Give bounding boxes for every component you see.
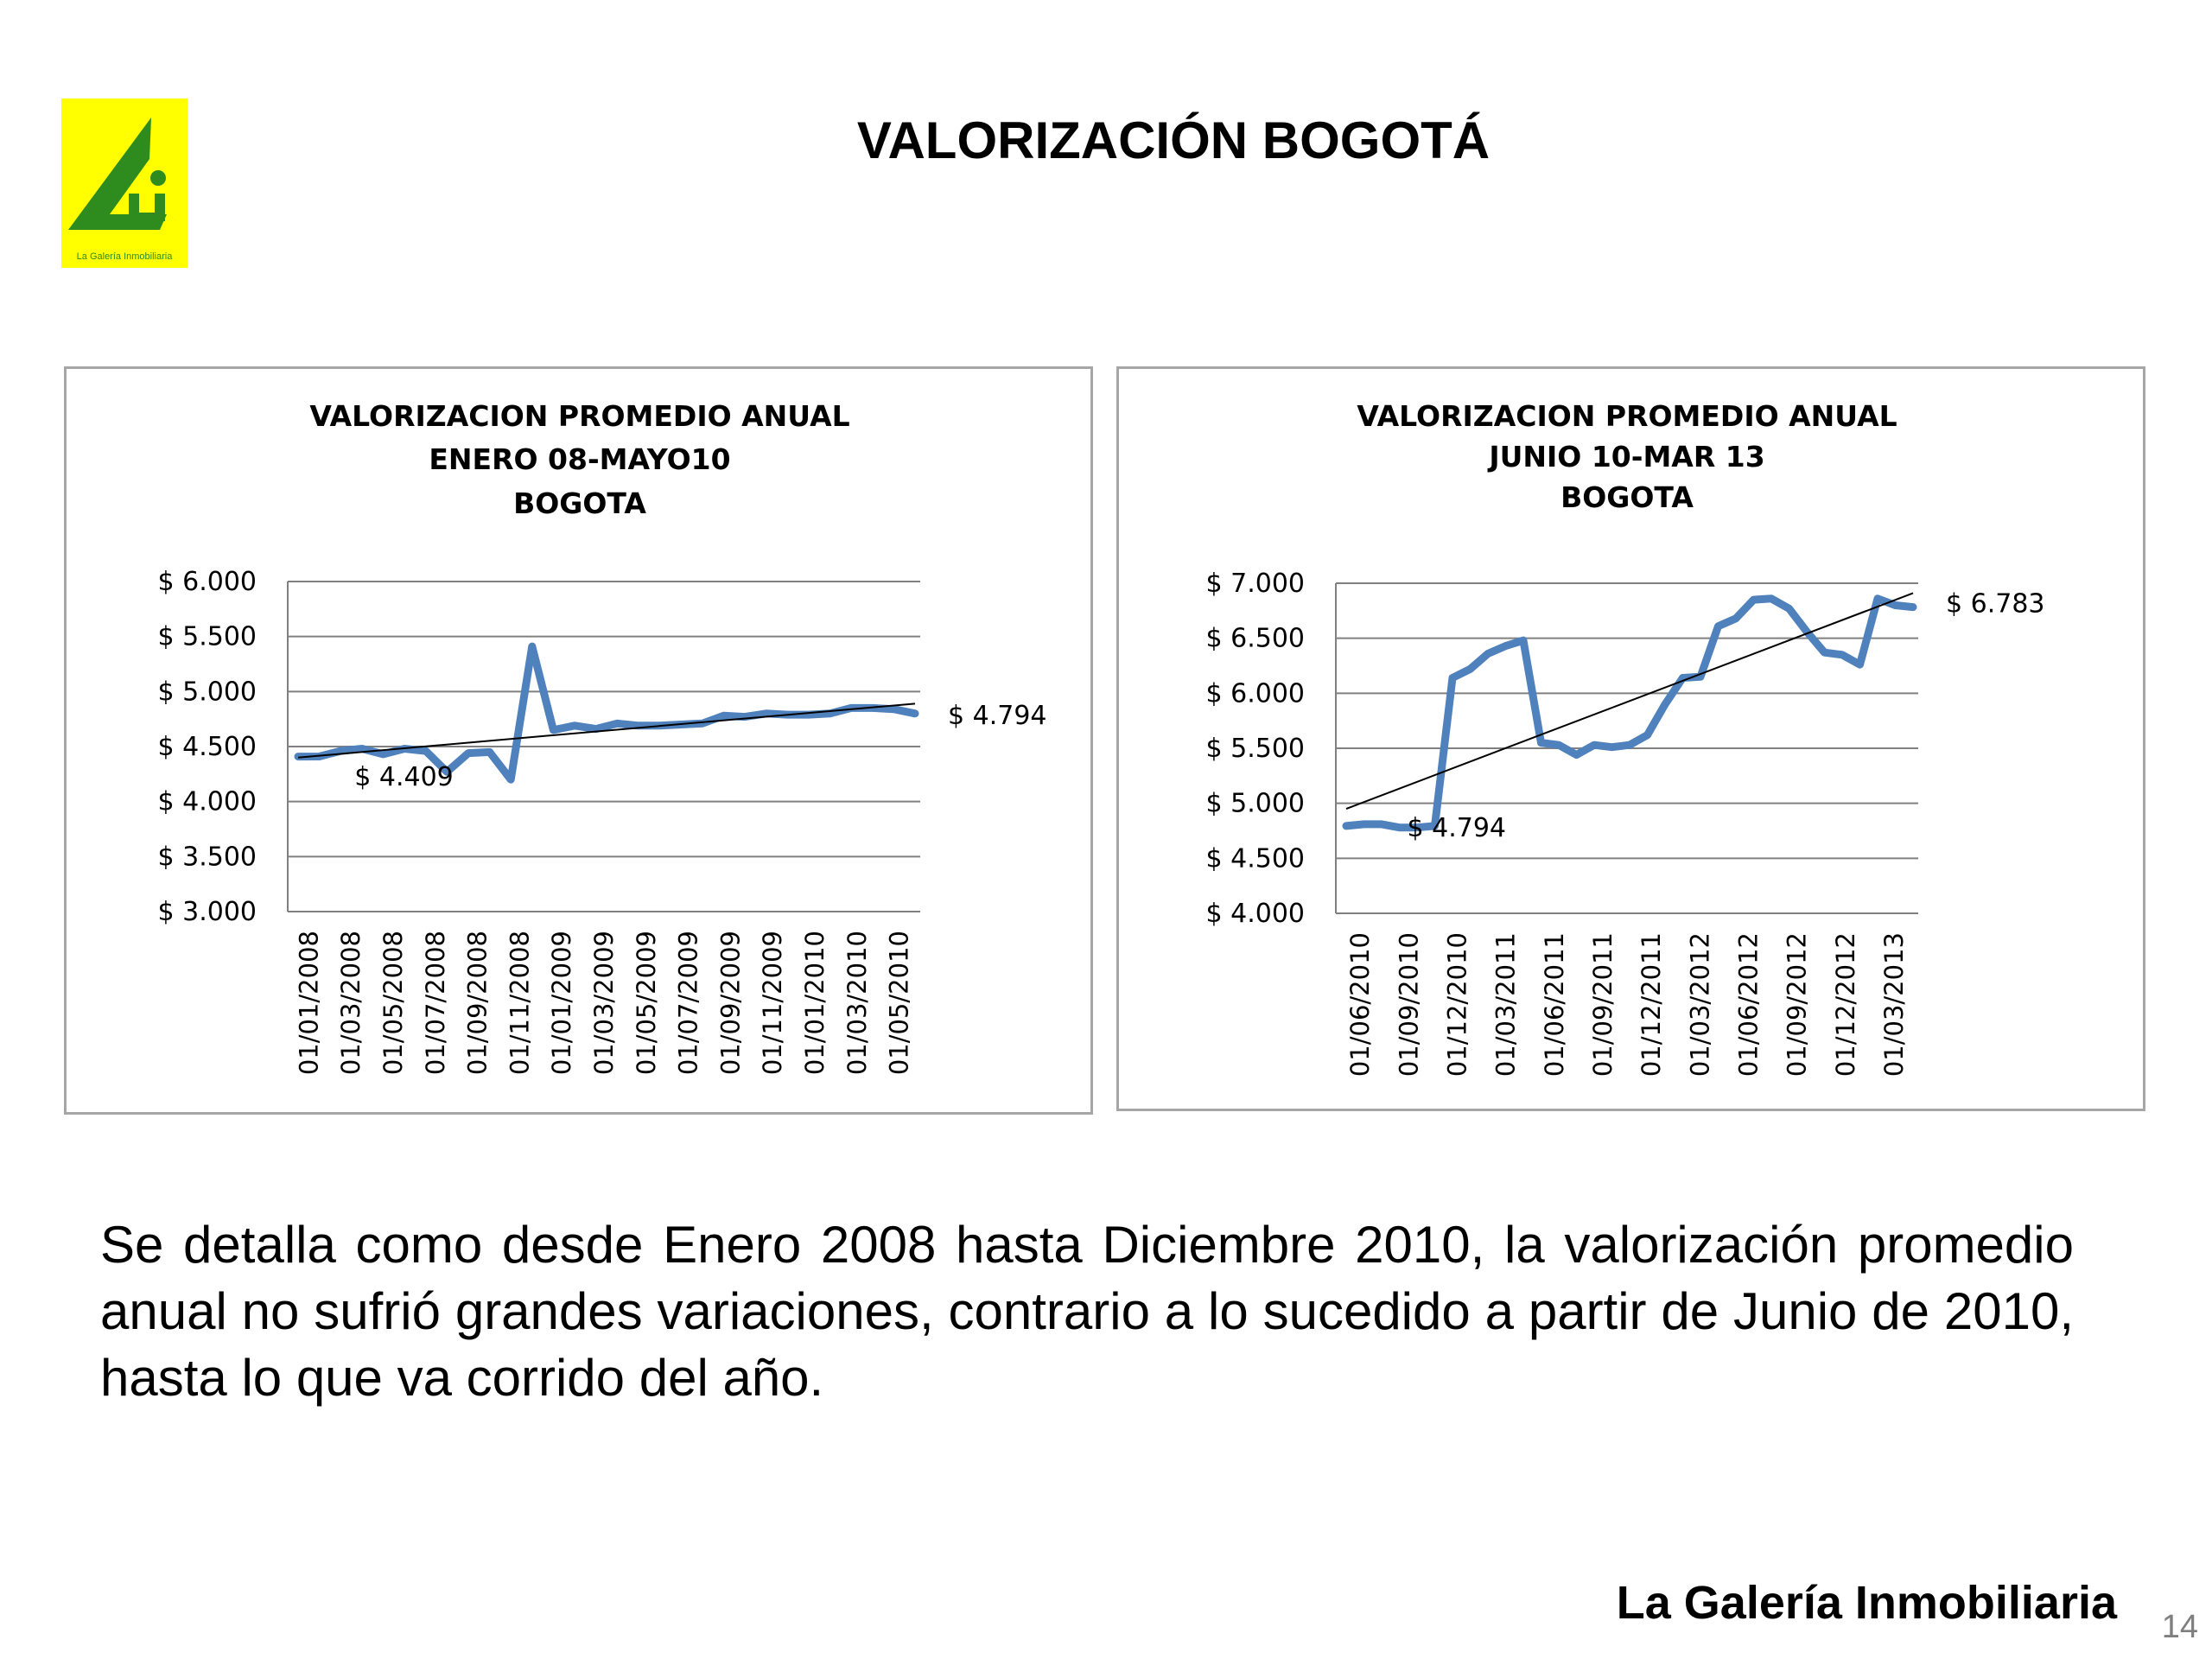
y-tick-label: $ 4.000 — [1205, 899, 1305, 929]
x-tick-label: 01/09/2008 — [463, 931, 493, 1075]
chart-title-line: VALORIZACION PROMEDIO ANUAL — [309, 399, 849, 433]
chart-title-line: ENERO 08-MAYO10 — [429, 442, 730, 476]
y-tick-label: $ 7.000 — [1205, 569, 1305, 599]
data-label: $ 6.783 — [1946, 589, 2045, 620]
y-tick-label: $ 4.000 — [157, 787, 257, 817]
y-tick-label: $ 6.000 — [1205, 678, 1305, 709]
chart-panel-2010-2013: VALORIZACION PROMEDIO ANUAL JUNIO 10-MAR … — [1116, 366, 2145, 1111]
y-tick-label: $ 5.000 — [157, 677, 257, 707]
x-tick-label: 01/09/2009 — [715, 931, 745, 1075]
y-tick-label: $ 4.500 — [157, 732, 257, 762]
chart-panel-2008-2010: VALORIZACION PROMEDIO ANUAL ENERO 08-MAYO… — [64, 366, 1093, 1115]
y-tick-label: $ 4.500 — [1205, 843, 1305, 874]
x-tick-label: 01/06/2011 — [1540, 932, 1569, 1077]
logo-mark — [68, 118, 167, 230]
x-tick-label: 01/03/2009 — [589, 931, 619, 1075]
x-tick-label: 01/12/2012 — [1831, 932, 1860, 1077]
page-number: 14 — [2161, 1609, 2198, 1645]
x-tick-label: 01/07/2008 — [421, 931, 450, 1075]
x-tick-label: 01/12/2010 — [1442, 932, 1471, 1077]
y-tick-label: $ 5.500 — [157, 622, 257, 652]
x-tick-label: 01/09/2010 — [1394, 932, 1423, 1077]
data-label: $ 4.794 — [1408, 813, 1507, 843]
x-tick-label: 01/06/2010 — [1345, 932, 1375, 1077]
x-tick-label: 01/07/2009 — [674, 931, 703, 1075]
chart-2010-2013: VALORIZACION PROMEDIO ANUAL JUNIO 10-MAR … — [1205, 399, 2045, 1077]
x-tick-label: 01/05/2009 — [632, 931, 661, 1075]
data-label: $ 4.409 — [354, 762, 454, 792]
chart-title-line: JUNIO 10-MAR 13 — [1487, 440, 1764, 474]
x-tick-label: 01/03/2012 — [1685, 932, 1714, 1077]
series-line — [294, 642, 919, 784]
trendline — [297, 702, 916, 759]
body-paragraph: Se detalla como desde Enero 2008 hasta D… — [100, 1216, 2074, 1407]
chart-2008-2010: VALORIZACION PROMEDIO ANUAL ENERO 08-MAYO… — [157, 399, 1047, 1075]
x-tick-label: 01/11/2009 — [758, 931, 787, 1075]
x-tick-label: 01/03/2010 — [842, 931, 872, 1075]
x-tick-label: 01/05/2008 — [378, 931, 408, 1075]
series-line — [1342, 594, 1917, 832]
x-tick-label: 01/01/2009 — [547, 931, 576, 1075]
logo-caption: La Galería Inmobiliaria — [77, 251, 174, 262]
y-tick-label: $ 3.000 — [157, 897, 257, 927]
chart-title-line: BOGOTA — [1560, 480, 1694, 514]
y-tick-label: $ 5.000 — [1205, 789, 1305, 819]
company-logo: La Galería Inmobiliaria — [61, 99, 188, 268]
chart-title-line: BOGOTA — [513, 486, 646, 520]
chart-title-line: VALORIZACION PROMEDIO ANUAL — [1357, 399, 1897, 433]
x-tick-label: 01/09/2012 — [1783, 932, 1812, 1077]
footer-brand: La Galería Inmobiliaria — [1616, 1577, 2117, 1629]
x-tick-label: 01/12/2011 — [1637, 932, 1666, 1077]
y-tick-label: $ 6.500 — [1205, 624, 1305, 654]
x-tick-label: 01/03/2008 — [336, 931, 365, 1075]
data-label: $ 4.794 — [948, 701, 1047, 731]
x-tick-label: 01/09/2011 — [1588, 932, 1618, 1077]
y-tick-label: $ 5.500 — [1205, 734, 1305, 764]
slide-title: VALORIZACIÓN BOGOTÁ — [856, 111, 1491, 169]
x-tick-label: 01/01/2010 — [800, 931, 830, 1075]
x-tick-label: 01/06/2012 — [1733, 932, 1763, 1077]
x-tick-label: 01/03/2011 — [1491, 932, 1521, 1077]
x-tick-label: 01/01/2008 — [294, 931, 323, 1075]
trendline — [1345, 592, 1914, 810]
y-tick-label: $ 3.500 — [157, 842, 257, 872]
y-tick-label: $ 6.000 — [157, 567, 257, 597]
x-tick-label: 01/05/2010 — [885, 931, 914, 1075]
x-tick-label: 01/03/2013 — [1879, 932, 1909, 1077]
x-tick-label: 01/11/2008 — [505, 931, 534, 1075]
